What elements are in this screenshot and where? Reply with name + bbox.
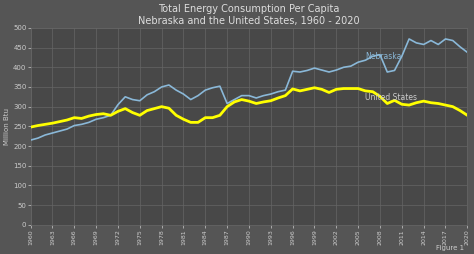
Text: Nebraska: Nebraska: [365, 52, 402, 61]
Title: Total Energy Consumption Per Capita
Nebraska and the United States, 1960 - 2020: Total Energy Consumption Per Capita Nebr…: [138, 4, 360, 26]
Y-axis label: Million Btu: Million Btu: [4, 108, 10, 145]
Text: Figure 1: Figure 1: [437, 245, 465, 251]
Text: United States: United States: [365, 92, 418, 102]
